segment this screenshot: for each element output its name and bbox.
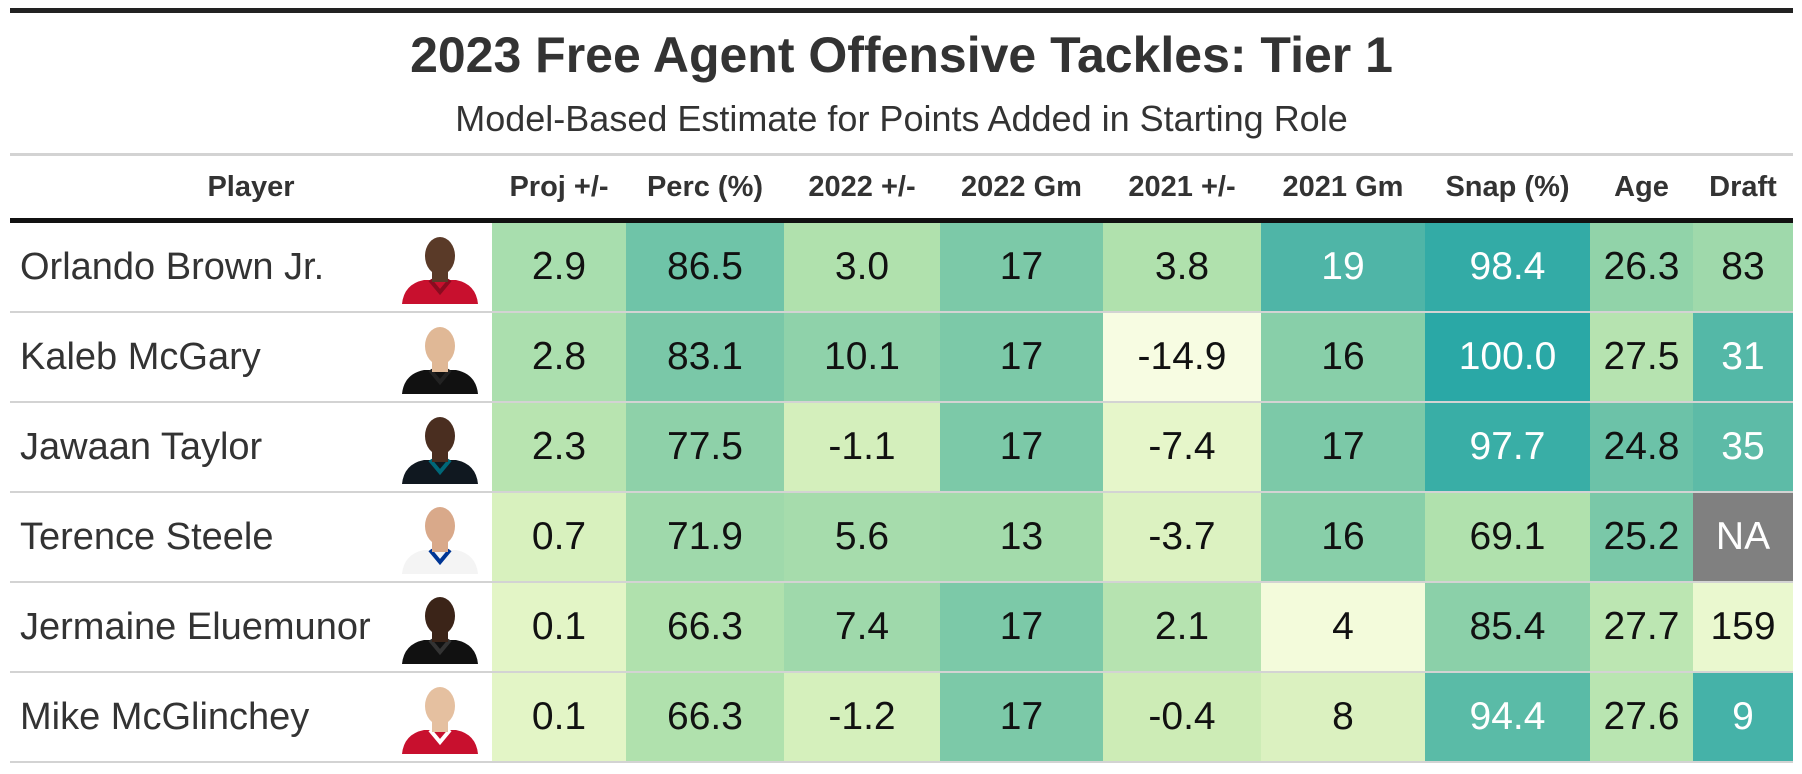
data-cell: 69.1 (1425, 493, 1590, 581)
data-cell: 0.7 (492, 493, 626, 581)
data-cell: 0.1 (492, 673, 626, 761)
data-cell: 98.4 (1425, 223, 1590, 311)
data-cell: -1.2 (784, 673, 940, 761)
data-cell: 17 (940, 673, 1103, 761)
column-header: 2021 +/- (1128, 171, 1236, 203)
data-cell: 4 (1261, 583, 1425, 671)
data-cell: 83 (1693, 223, 1793, 311)
data-cell: 97.7 (1425, 403, 1590, 491)
data-cell: 17 (940, 223, 1103, 311)
table-page: 2023 Free Agent Offensive Tackles: Tier … (10, 0, 1793, 774)
column-header: Proj +/- (509, 171, 609, 203)
player-name: Jermaine Eluemunor (20, 606, 371, 648)
table-row: Kaleb McGary 2.8 83.1 10.1 17 -14.9 16 100.0 27… (10, 313, 1793, 403)
column-header: 2021 Gm (1282, 171, 1404, 203)
column-header: Snap (%) (1445, 171, 1570, 203)
data-cell: 2.3 (492, 403, 626, 491)
header-bottom-rule (10, 218, 1793, 223)
data-cell: 17 (940, 583, 1103, 671)
data-cell: 86.5 (626, 223, 784, 311)
data-cell: 25.2 (1590, 493, 1693, 581)
data-cell: 16 (1261, 493, 1425, 581)
headshot-image (402, 417, 478, 484)
data-cell: 10.1 (784, 313, 940, 401)
title: 2023 Free Agent Offensive Tackles: Tier … (410, 27, 1393, 83)
data-cell: -7.4 (1103, 403, 1261, 491)
data-cell: 85.4 (1425, 583, 1590, 671)
data-cell: 2.8 (492, 313, 626, 401)
headshot-image (402, 687, 478, 754)
data-cell: 24.8 (1590, 403, 1693, 491)
data-cell: 26.3 (1590, 223, 1693, 311)
data-cell: 0.1 (492, 583, 626, 671)
data-cell: 3.8 (1103, 223, 1261, 311)
headshot (400, 412, 480, 489)
data-cell: 19 (1261, 223, 1425, 311)
top-rule (10, 8, 1793, 13)
headshot (400, 592, 480, 669)
data-cell: 13 (940, 493, 1103, 581)
column-header: 2022 +/- (808, 171, 916, 203)
data-cell: -1.1 (784, 403, 940, 491)
table-row: Jermaine Eluemunor 0.1 66.3 7.4 17 2.1 4 85.4 2… (10, 583, 1793, 673)
headshot-image (402, 327, 478, 394)
headshot-image (402, 237, 478, 304)
data-cell: 77.5 (626, 403, 784, 491)
data-cell: 66.3 (626, 583, 784, 671)
data-cell: 7.4 (784, 583, 940, 671)
data-cell: 17 (940, 313, 1103, 401)
data-cell: 71.9 (626, 493, 784, 581)
data-cell: 27.6 (1590, 673, 1693, 761)
player-name: Mike McGlinchey (20, 696, 310, 738)
data-cell: 2.1 (1103, 583, 1261, 671)
column-header: Age (1614, 171, 1669, 203)
data-cell: 27.5 (1590, 313, 1693, 401)
data-cell: 94.4 (1425, 673, 1590, 761)
column-header: Draft (1709, 171, 1777, 203)
column-header: 2022 Gm (961, 171, 1082, 203)
headshot (400, 322, 480, 399)
data-cell: 2.9 (492, 223, 626, 311)
data-cell: 83.1 (626, 313, 784, 401)
data-cell: -14.9 (1103, 313, 1261, 401)
player-name: Orlando Brown Jr. (20, 246, 325, 288)
data-cell: NA (1693, 493, 1793, 581)
data-cell: 66.3 (626, 673, 784, 761)
data-cell: -0.4 (1103, 673, 1261, 761)
data-cell: -3.7 (1103, 493, 1261, 581)
data-cell: 17 (1261, 403, 1425, 491)
data-cell: 35 (1693, 403, 1793, 491)
data-cell: 159 (1693, 583, 1793, 671)
data-cell: 100.0 (1425, 313, 1590, 401)
headshot (400, 682, 480, 759)
headshot (400, 502, 480, 579)
data-cell: 16 (1261, 313, 1425, 401)
column-header: Perc (%) (646, 171, 764, 203)
headshot-image (402, 597, 478, 664)
header-rule (10, 153, 1793, 156)
headshot-image (402, 507, 478, 574)
player-name: Jawaan Taylor (20, 426, 263, 468)
table-row: Orlando Brown Jr. 2.9 86.5 3.0 17 3.8 19 98.4 2… (10, 223, 1793, 313)
subtitle: Model-Based Estimate for Points Added in… (455, 98, 1348, 139)
data-cell: 31 (1693, 313, 1793, 401)
data-cell: 17 (940, 403, 1103, 491)
table-row: Terence Steele 0.7 71.9 5.6 13 -3.7 16 69.1 25.… (10, 493, 1793, 583)
table-row: Jawaan Taylor 2.3 77.5 -1.1 17 -7.4 17 97.7 24.… (10, 403, 1793, 493)
data-cell: 5.6 (784, 493, 940, 581)
player-name: Kaleb McGary (20, 336, 261, 378)
table-row: Mike McGlinchey 0.1 66.3 -1.2 17 -0.4 8 94.4 27… (10, 673, 1793, 763)
column-header: Player (207, 171, 295, 203)
data-cell: 27.7 (1590, 583, 1693, 671)
data-cell: 9 (1693, 673, 1793, 761)
data-cell: 8 (1261, 673, 1425, 761)
player-name: Terence Steele (20, 516, 274, 558)
data-cell: 3.0 (784, 223, 940, 311)
headshot (400, 232, 480, 309)
